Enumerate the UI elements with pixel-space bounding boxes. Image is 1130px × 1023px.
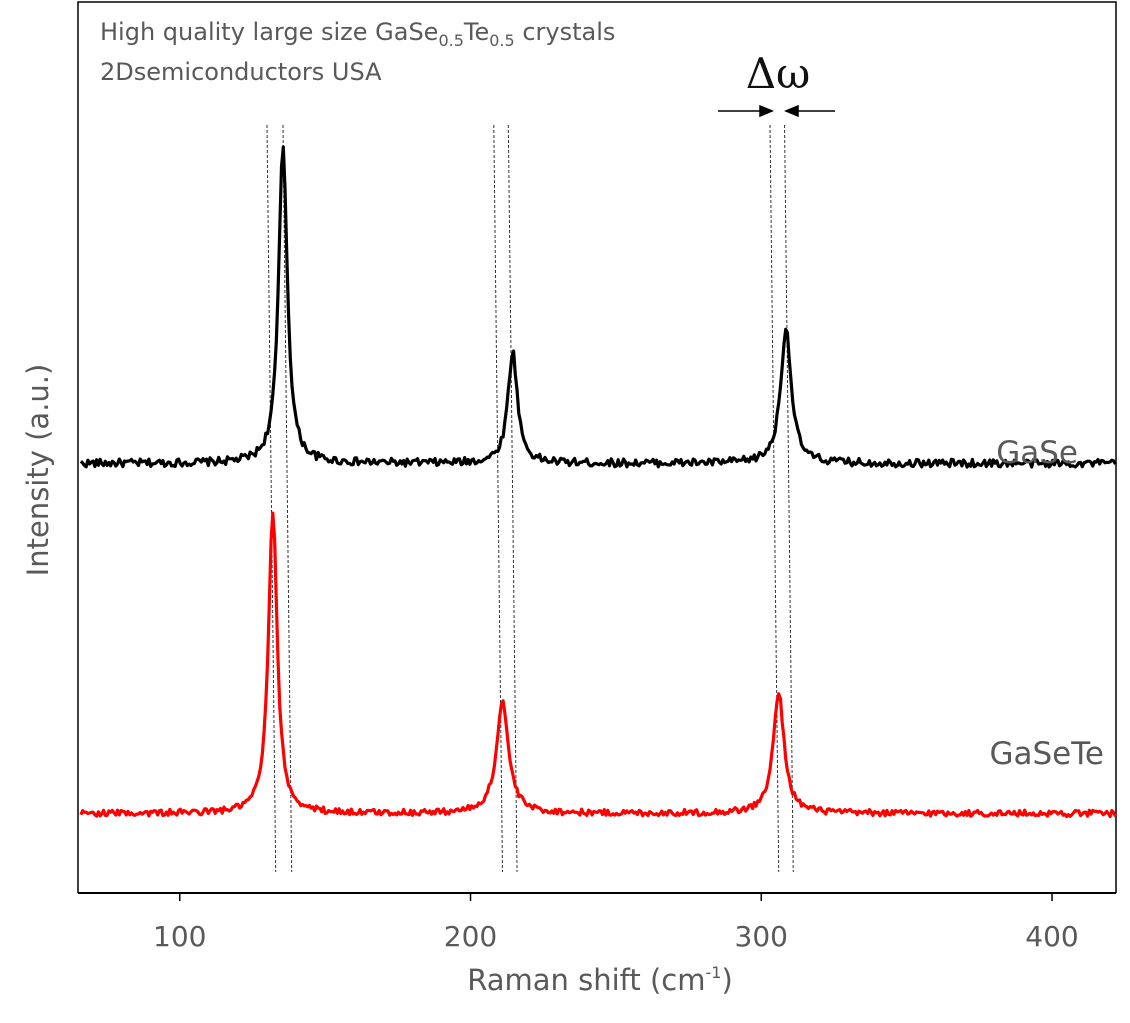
peak-guide-line bbox=[784, 124, 794, 873]
x-tick-label: 200 bbox=[444, 920, 497, 953]
annotation-line-1: High quality large size GaSe0.5Te0.5 cry… bbox=[100, 18, 615, 50]
peak-guide-line bbox=[282, 124, 293, 873]
x-axis-label: Raman shift (cm-1) bbox=[467, 963, 733, 997]
x-ticks: 100 200 300 400 bbox=[153, 893, 1079, 953]
peak-guide-line bbox=[493, 124, 504, 873]
peak-guide-line bbox=[507, 124, 518, 873]
series-label-gase: GaSe bbox=[996, 435, 1078, 471]
series-line-gasete bbox=[79, 511, 1117, 819]
annotation-line-2: 2Dsemiconductors USA bbox=[100, 58, 382, 86]
plot-frame bbox=[77, 1, 1117, 893]
series-layer bbox=[79, 145, 1117, 819]
peak-guide-line bbox=[266, 124, 277, 873]
series-label-gasete: GaSeTe bbox=[989, 736, 1104, 772]
x-tick-label: 100 bbox=[153, 920, 206, 953]
y-axis-label: Intensity (a.u.) bbox=[21, 364, 55, 577]
delta-omega-label: Δω bbox=[746, 49, 811, 98]
series-line-gase bbox=[79, 145, 1117, 469]
peak-guide-line bbox=[769, 124, 780, 873]
x-tick-label: 400 bbox=[1025, 920, 1078, 953]
peak-guide-lines bbox=[266, 124, 794, 873]
x-tick-label: 300 bbox=[735, 920, 788, 953]
delta-arrows bbox=[718, 104, 835, 118]
